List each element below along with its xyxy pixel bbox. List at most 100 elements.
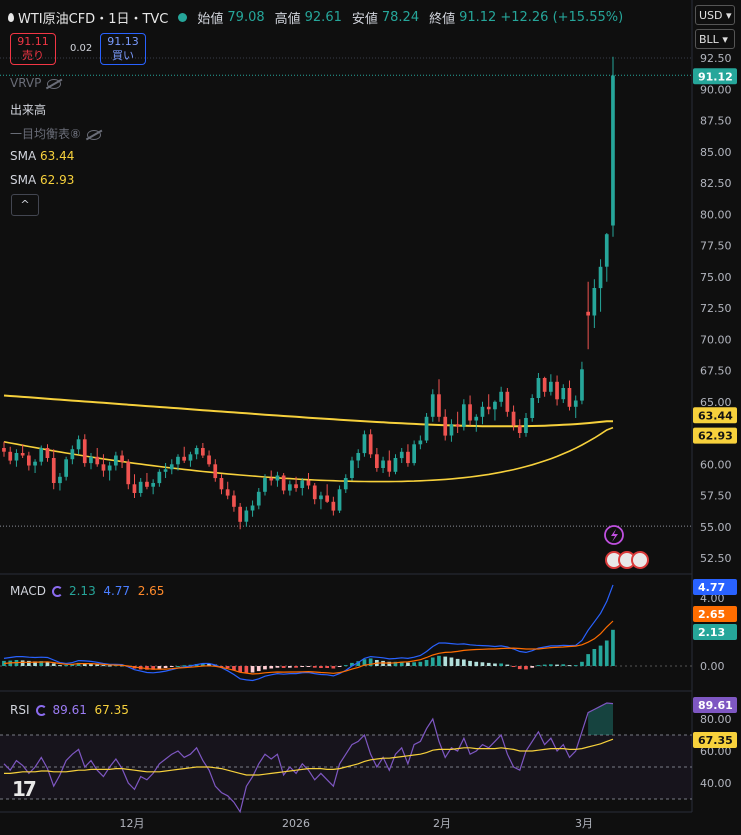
candle	[225, 481, 230, 500]
indicator-sma-1[interactable]: SMA 63.44	[10, 149, 74, 163]
collapse-legend-button[interactable]: ^	[11, 194, 39, 216]
candle-body	[604, 234, 609, 267]
candle-body	[64, 459, 68, 477]
macd-hist-bar	[580, 661, 584, 667]
hidden-eye-icon[interactable]	[47, 78, 62, 89]
candle-body	[437, 394, 441, 417]
macd-hist-bar	[430, 657, 435, 666]
candle-body	[45, 448, 50, 458]
macd-hist-bar	[517, 666, 522, 670]
macd-hist-bar	[455, 658, 460, 666]
macd-hist-bar	[331, 666, 336, 669]
indicator-sma-2[interactable]: SMA 62.93	[10, 173, 74, 187]
sma2-tag: 62.93	[698, 430, 733, 443]
candle	[39, 445, 44, 466]
macd-legend[interactable]: MACD 2.13 4.77 2.65	[10, 584, 164, 598]
rsi-tick-label: 80.00	[700, 713, 732, 726]
candle-body	[418, 440, 423, 445]
price-tick-label: 65.00	[700, 396, 732, 409]
candle	[573, 395, 578, 418]
candle	[114, 451, 118, 471]
price-tick-label: 92.50	[700, 52, 732, 65]
candle	[393, 454, 398, 475]
candle-body	[238, 506, 242, 522]
candle-body	[219, 478, 224, 490]
macd-hist-bar	[350, 662, 354, 666]
macd-hist-bar	[238, 666, 242, 673]
candle	[493, 400, 497, 421]
candle	[381, 456, 385, 473]
macd-hist-bar	[592, 649, 597, 666]
candle-body	[2, 448, 6, 452]
indicator-ichimoku[interactable]: 一目均衡表⑧	[10, 125, 101, 142]
buy-button[interactable]: 91.13 買い	[100, 33, 146, 65]
rsi-label: RSI	[10, 703, 30, 717]
macd-line-value: 4.77	[103, 584, 131, 598]
hidden-eye-icon[interactable]	[86, 129, 101, 140]
macd-hist-bar	[232, 666, 236, 671]
candle	[300, 478, 305, 496]
candle-body	[443, 416, 448, 436]
macd-hist-bar	[145, 666, 149, 670]
indicator-volume[interactable]: 出来高	[10, 101, 46, 118]
candle-body	[8, 451, 13, 461]
candle-body	[114, 455, 118, 466]
candle	[275, 471, 280, 487]
candle-body	[493, 401, 497, 410]
candle-body	[101, 464, 106, 471]
candle	[120, 450, 124, 468]
candle-body	[151, 483, 155, 487]
tradingview-logo-icon: 17	[12, 777, 37, 801]
macd-hist-bar	[64, 665, 68, 667]
price-tick-label: 82.50	[700, 177, 732, 190]
ichimoku-label: 一目均衡表⑧	[10, 127, 81, 141]
candle	[586, 281, 590, 350]
settings-cycle-icon[interactable]	[35, 705, 47, 716]
price-tick-label: 72.50	[700, 302, 732, 315]
sell-button[interactable]: 91.11 売り	[10, 33, 56, 65]
indicator-vrvp[interactable]: VRVP	[10, 76, 62, 90]
candle-body	[486, 406, 491, 410]
macd-hist-bar	[462, 659, 466, 666]
buy-price: 91.13	[107, 35, 139, 48]
candle-body	[263, 478, 267, 492]
candle-body	[350, 460, 354, 478]
rsi-legend[interactable]: RSI 89.61 67.35	[10, 703, 129, 717]
candle	[288, 480, 292, 496]
candle-body	[455, 424, 460, 427]
candle-body	[182, 456, 186, 461]
candle	[455, 411, 460, 433]
macd-hist-bar	[250, 666, 255, 673]
chevron-down-icon: ▾	[722, 33, 728, 46]
unit-select[interactable]: BLL ▾	[695, 29, 735, 49]
candle-body	[207, 455, 211, 465]
candle	[169, 459, 174, 475]
candle-body	[611, 75, 615, 226]
us-flag-event-icon	[631, 551, 649, 569]
macd-hist-bar	[468, 660, 472, 666]
candle-body	[399, 451, 404, 459]
candle-body	[76, 439, 81, 450]
macd-hist-tag-bg	[693, 624, 737, 640]
macd-hist-bar	[300, 666, 305, 667]
macd-hist-bar	[288, 666, 292, 668]
candle-body	[120, 455, 124, 462]
macd-hist-bar	[561, 664, 566, 666]
candle	[337, 485, 342, 513]
settings-cycle-icon[interactable]	[51, 586, 63, 597]
macd-hist-bar	[604, 640, 609, 666]
symbol-title[interactable]: WTI原油CFD・1日・TVC	[18, 12, 169, 27]
price-tick-label: 75.00	[700, 271, 732, 284]
macd-hist-bar	[524, 666, 528, 670]
candle-body	[225, 489, 230, 496]
price-tick-label: 55.00	[700, 521, 732, 534]
candle-body	[107, 465, 112, 471]
currency-select[interactable]: USD ▾	[695, 5, 735, 25]
rsi-ma-line	[4, 738, 614, 776]
rsi-value: 89.61	[52, 703, 87, 717]
open-value: 79.08	[227, 10, 265, 25]
macd-hist-bar	[294, 666, 298, 668]
candle	[325, 484, 329, 503]
rsi-overbought-fill	[588, 703, 613, 735]
